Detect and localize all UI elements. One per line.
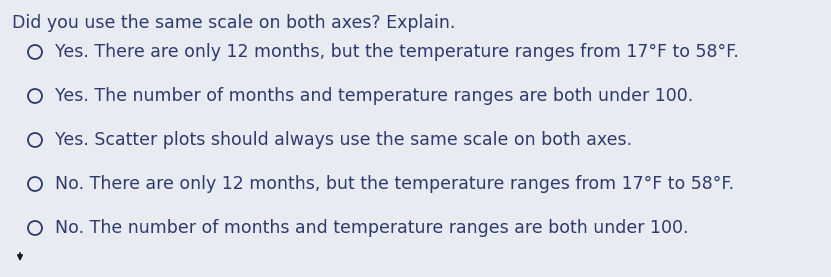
Circle shape — [28, 89, 42, 103]
Circle shape — [28, 133, 42, 147]
Circle shape — [28, 177, 42, 191]
Text: Did you use the same scale on both axes? Explain.: Did you use the same scale on both axes?… — [12, 14, 455, 32]
Text: Yes. The number of months and temperature ranges are both under 100.: Yes. The number of months and temperatur… — [55, 87, 693, 105]
Circle shape — [28, 221, 42, 235]
Text: No. There are only 12 months, but the temperature ranges from 17°F to 58°F.: No. There are only 12 months, but the te… — [55, 175, 734, 193]
Text: No. The number of months and temperature ranges are both under 100.: No. The number of months and temperature… — [55, 219, 689, 237]
Text: Yes. Scatter plots should always use the same scale on both axes.: Yes. Scatter plots should always use the… — [55, 131, 632, 149]
Text: Yes. There are only 12 months, but the temperature ranges from 17°F to 58°F.: Yes. There are only 12 months, but the t… — [55, 43, 739, 61]
Circle shape — [28, 45, 42, 59]
